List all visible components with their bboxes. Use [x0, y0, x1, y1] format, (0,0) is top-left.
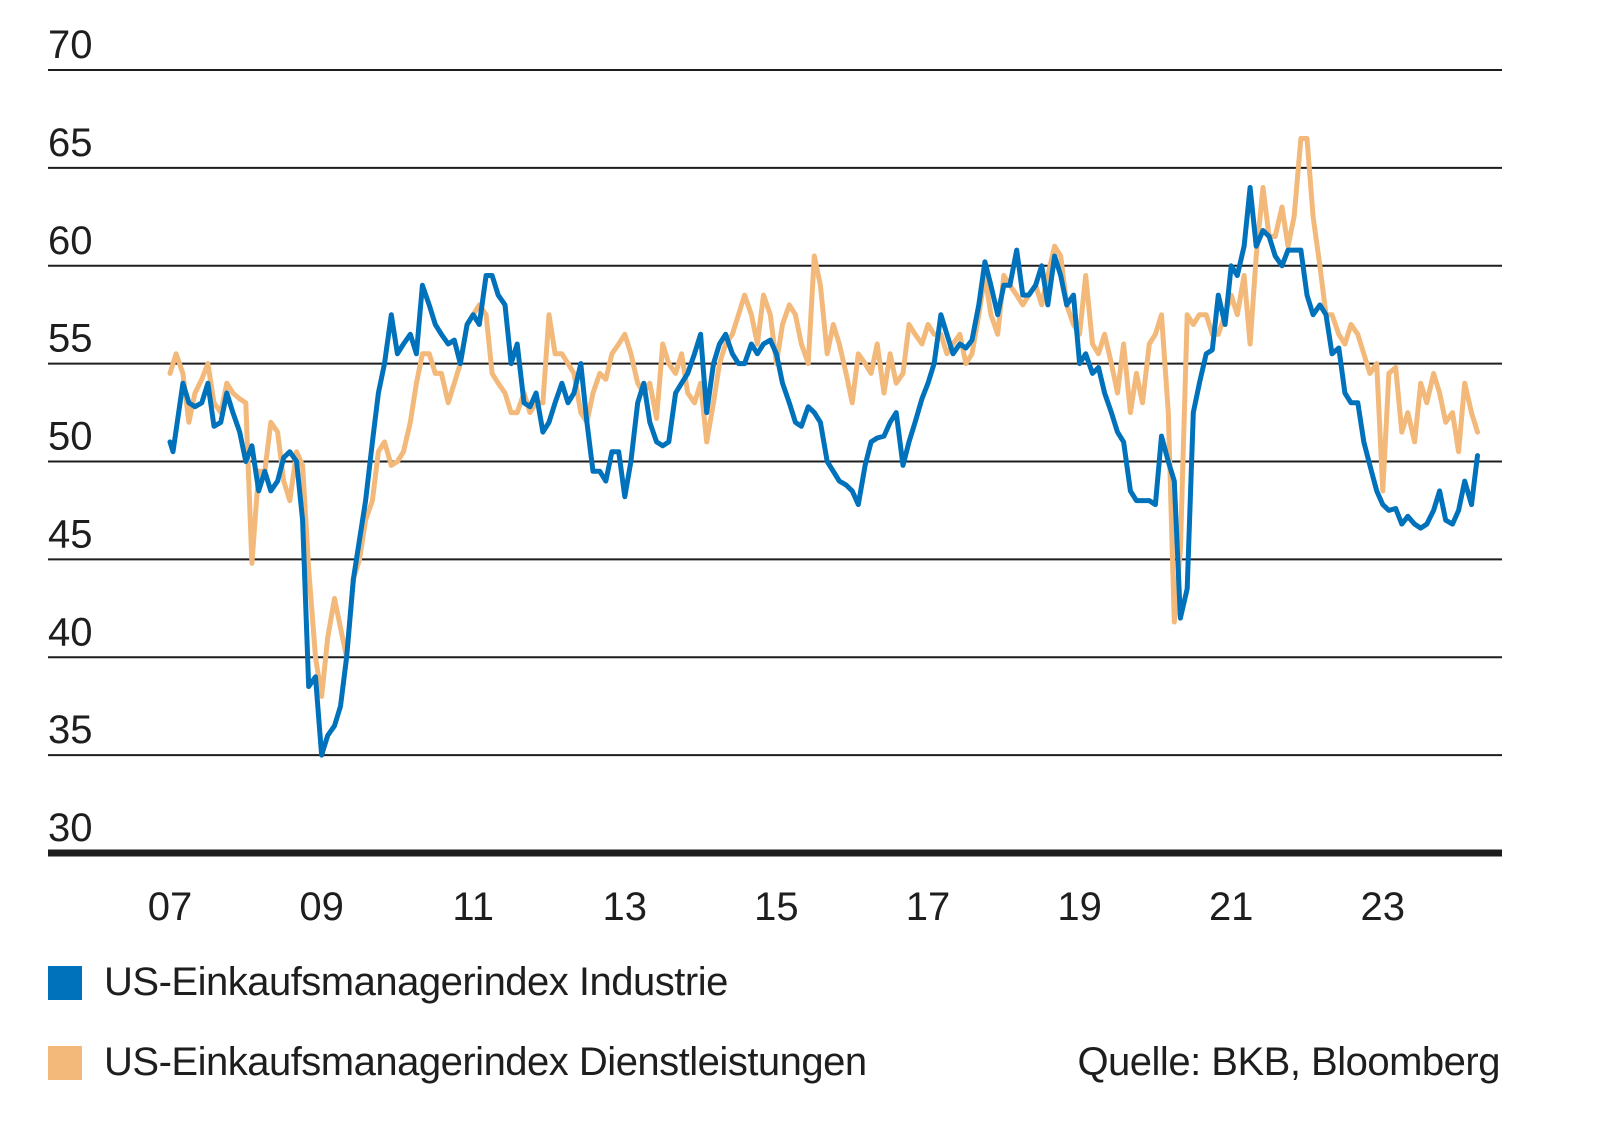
- y-tick-label: 45: [48, 512, 93, 556]
- series-lines: [167, 136, 1480, 758]
- x-tick-label: 23: [1361, 885, 1406, 929]
- x-tick-label: 19: [1057, 885, 1102, 929]
- y-tick-label: 50: [48, 415, 93, 459]
- x-tick-label: 13: [603, 885, 648, 929]
- x-axis: 07 09 11 13 15 17 19 21 23: [148, 885, 1405, 929]
- y-tick-label: 60: [48, 219, 93, 263]
- x-tick-label: 09: [299, 885, 344, 929]
- x-tick-label: 17: [906, 885, 951, 929]
- legend-item-industrie: US-Einkaufsmanagerindex Industrie: [48, 960, 728, 1005]
- series-line-dienstleistungen: [167, 136, 1480, 699]
- source-note: Quelle: BKB, Bloomberg: [1077, 1040, 1500, 1084]
- legend-item-dienstleistungen: US-Einkaufsmanagerindex Dienstleistungen: [48, 1040, 867, 1085]
- legend-swatch-industrie: [48, 965, 82, 1000]
- legend-label-industrie: US-Einkaufsmanagerindex Industrie: [104, 960, 728, 1004]
- y-tick-label: 35: [48, 708, 93, 752]
- series-line-industrie: [167, 185, 1480, 758]
- y-tick-label: 70: [48, 23, 93, 67]
- y-tick-label: 30: [48, 806, 93, 850]
- x-tick-label: 11: [452, 885, 494, 929]
- x-tick-label: 21: [1209, 885, 1254, 929]
- x-tick-label: 07: [148, 885, 193, 929]
- y-tick-label: 65: [48, 121, 93, 165]
- legend-label-dienstleistungen: US-Einkaufsmanagerindex Dienstleistungen: [104, 1040, 867, 1084]
- y-tick-label: 40: [48, 610, 93, 654]
- line-chart: 30 35 40 45 50 55 60 65 70 07 09 11 13 15 17 19 21 23: [48, 23, 1502, 929]
- x-tick-label: 15: [754, 885, 799, 929]
- y-axis: 30 35 40 45 50 55 60 65 70: [48, 23, 93, 850]
- legend-swatch-dienstleistungen: [48, 1045, 82, 1080]
- y-tick-label: 55: [48, 317, 93, 361]
